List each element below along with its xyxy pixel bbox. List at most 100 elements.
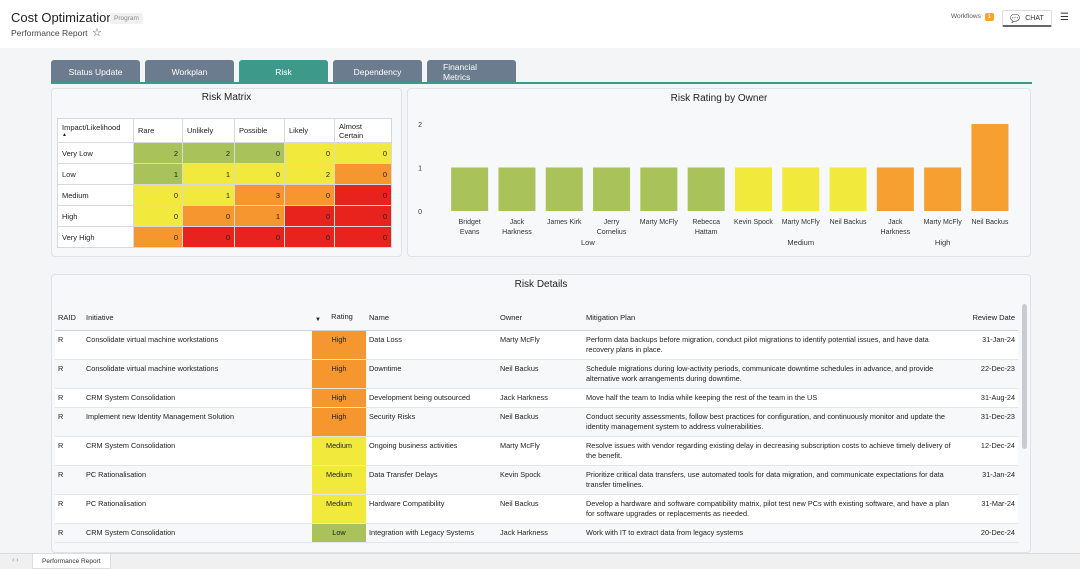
col-raid[interactable]: RAID: [55, 306, 83, 331]
col-rating[interactable]: ▼ Rating: [312, 306, 366, 331]
matrix-cell[interactable]: 2: [284, 163, 335, 185]
matrix-row: Very High 0 0 0 0 0: [57, 226, 392, 248]
matrix-col-header: Rare: [133, 118, 183, 143]
cell-name: Hardware Compatibility: [366, 494, 497, 524]
table-row[interactable]: R Consolidate virtual machine workstation…: [55, 359, 1018, 389]
x-tick-label: Jack: [888, 219, 903, 226]
cell-initiative: PC Rationalisation: [83, 494, 312, 524]
table-row[interactable]: R CRM System Consolidation Low Integration …: [55, 523, 1018, 543]
cell-owner: Neil Backus: [497, 407, 583, 437]
tab-financial-metrics[interactable]: Financial Metrics: [427, 60, 516, 83]
cell-raid: R: [55, 359, 83, 389]
risk-details-title: Risk Details: [514, 279, 568, 290]
matrix-cell[interactable]: 1: [182, 184, 235, 206]
chart-bar[interactable]: [640, 167, 678, 212]
workflows-button[interactable]: Workflows 1: [951, 13, 995, 21]
matrix-corner-header[interactable]: Impact/Likelihood ▲: [57, 118, 134, 143]
matrix-cell[interactable]: 0: [133, 226, 183, 248]
table-row[interactable]: R CRM System Consolidation High Development…: [55, 388, 1018, 408]
tab-risk[interactable]: Risk: [239, 60, 328, 83]
x-tick-label: Marty McFly: [924, 219, 963, 226]
table-row[interactable]: R Consolidate virtual machine workstation…: [55, 330, 1018, 360]
table-row[interactable]: R PC Rationalisation Medium Hardware Compat…: [55, 494, 1018, 524]
table-row[interactable]: R PC Rationalisation Medium Data Transfer D…: [55, 465, 1018, 495]
matrix-cell[interactable]: 0: [284, 226, 335, 248]
matrix-cell[interactable]: 0: [133, 184, 183, 206]
tab-dependency[interactable]: Dependency: [333, 60, 422, 83]
cell-owner: Neil Backus: [497, 494, 583, 524]
vertical-scrollbar[interactable]: [1022, 304, 1027, 449]
table-row[interactable]: R Implement new Identity Management Solut…: [55, 407, 1018, 437]
matrix-row: Medium 0 1 3 0 0: [57, 184, 392, 206]
table-row[interactable]: R CRM System Consolidation Medium Ongoing b…: [55, 436, 1018, 466]
col-rating-label: Rating: [331, 312, 353, 322]
tab-status-update[interactable]: Status Update: [51, 60, 140, 83]
chart-bar[interactable]: [829, 167, 867, 212]
cell-rating: High: [312, 407, 366, 437]
chart-bar[interactable]: [924, 167, 962, 212]
matrix-cell[interactable]: 1: [234, 205, 285, 227]
cell-owner: Marty McFly: [497, 330, 583, 360]
chart-bar[interactable]: [734, 167, 772, 212]
matrix-cell[interactable]: 0: [334, 142, 392, 164]
cell-review: 12-Dec-24: [961, 436, 1018, 466]
matrix-cell[interactable]: 2: [182, 142, 235, 164]
cell-raid: R: [55, 436, 83, 466]
chart-bar[interactable]: [451, 167, 489, 212]
matrix-cell[interactable]: 0: [284, 184, 335, 206]
x-tick-label: Harkness: [502, 229, 532, 236]
matrix-cell[interactable]: 0: [234, 142, 285, 164]
chart-bar[interactable]: [545, 167, 583, 212]
chart-bar[interactable]: [782, 167, 820, 212]
cell-initiative: PC Rationalisation: [83, 465, 312, 495]
cell-owner: Kevin Spock: [497, 465, 583, 495]
tab-workplan[interactable]: Workplan: [145, 60, 234, 83]
matrix-cell[interactable]: 0: [182, 205, 235, 227]
matrix-cell[interactable]: 1: [133, 163, 183, 185]
matrix-cell[interactable]: 3: [234, 184, 285, 206]
chart-bar[interactable]: [593, 167, 631, 212]
matrix-cell[interactable]: 1: [182, 163, 235, 185]
chart-bar[interactable]: [876, 167, 914, 212]
col-name[interactable]: Name: [366, 306, 497, 331]
cell-name: Downtime: [366, 359, 497, 389]
matrix-cell[interactable]: 0: [284, 205, 335, 227]
cell-name: Integration with Legacy Systems: [366, 523, 497, 543]
col-mitigation[interactable]: Mitigation Plan: [583, 306, 961, 331]
chart-bar[interactable]: [498, 167, 536, 212]
cell-mitigation: Work with IT to extract data from legacy…: [583, 523, 961, 543]
group-label: High: [935, 238, 950, 247]
cell-mitigation: Conduct security assessments, follow bes…: [583, 407, 961, 437]
matrix-cell[interactable]: 0: [334, 163, 392, 185]
cell-mitigation: Schedule migrations during low-activity …: [583, 359, 961, 389]
matrix-cell[interactable]: 0: [334, 184, 392, 206]
matrix-col-header: Almost Certain: [334, 118, 392, 143]
col-review-date[interactable]: Review Date: [961, 306, 1018, 331]
workflows-label: Workflows: [951, 13, 981, 20]
chat-button[interactable]: 💬 CHAT: [1002, 10, 1052, 27]
matrix-cell[interactable]: 0: [234, 226, 285, 248]
tab-underline: [51, 82, 1032, 84]
matrix-row-label: Very High: [57, 226, 134, 248]
cell-review: 31-Jan-24: [961, 465, 1018, 495]
matrix-cell[interactable]: 0: [182, 226, 235, 248]
matrix-row: Very Low 2 2 0 0 0: [57, 142, 392, 164]
matrix-cell[interactable]: 0: [334, 205, 392, 227]
matrix-cell[interactable]: 0: [133, 205, 183, 227]
col-owner[interactable]: Owner: [497, 306, 583, 331]
sheet-nav-arrows-icon[interactable]: ‹ ›: [12, 557, 19, 564]
chart-bar[interactable]: [687, 167, 725, 212]
star-icon[interactable]: ☆: [92, 27, 102, 39]
chart-bar[interactable]: [971, 124, 1009, 211]
cell-raid: R: [55, 407, 83, 437]
hamburger-menu-icon[interactable]: ☰: [1060, 12, 1069, 23]
matrix-cell[interactable]: 0: [234, 163, 285, 185]
matrix-cell[interactable]: 2: [133, 142, 183, 164]
chart-title: Risk Rating by Owner: [670, 93, 768, 104]
col-initiative[interactable]: Initiative: [83, 306, 312, 331]
sheet-tab-performance-report[interactable]: Performance Report: [32, 554, 111, 569]
cell-review: 22-Dec-23: [961, 359, 1018, 389]
cell-mitigation: Perform data backups before migration, c…: [583, 330, 961, 360]
matrix-cell[interactable]: 0: [334, 226, 392, 248]
matrix-cell[interactable]: 0: [284, 142, 335, 164]
